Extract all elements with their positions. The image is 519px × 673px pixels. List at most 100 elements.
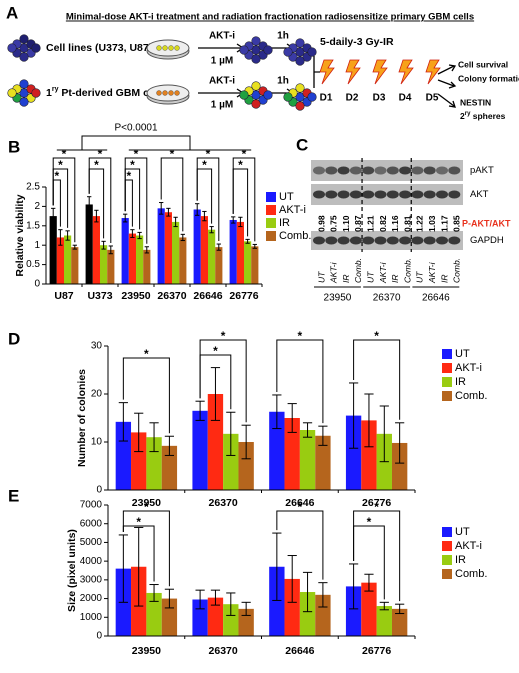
significance-bracket [124,179,133,227]
error-bar [137,231,142,240]
text-part: 1 [46,87,52,99]
blot-band [374,166,387,175]
error-bar [94,209,99,223]
legend-label: UT [455,526,470,538]
cell-icon [239,45,249,55]
error-bar [209,226,214,234]
bar [229,219,237,284]
superscript: ry [52,86,59,93]
blot-band [313,166,325,175]
bar [49,216,57,284]
group-label: 26646 [422,293,450,304]
legend-label: UT [279,191,294,203]
x-tick-label: 26646 [285,645,314,657]
lane-label: AKT-i [427,261,437,284]
blot-band [374,190,387,199]
significance-star: * [238,158,243,172]
bar [345,586,362,636]
y-tick-label: 20 [91,389,103,400]
outcome-label: NESTIN [460,97,491,107]
lane-label: Comb. [452,258,462,283]
legend-label: UT [455,348,470,360]
bar [146,437,162,490]
error-bar [379,601,389,611]
blot-band [448,236,461,245]
lane-label: IR [439,275,449,284]
outcome-label: Cell survival [458,59,508,69]
significance-bracket [232,168,249,237]
bar [121,218,129,284]
bar [269,411,285,490]
y-tick-label: 2 [34,201,40,212]
legend-swatch [266,231,276,241]
y-tick-label: 2.5 [26,182,40,193]
error-bar [164,435,175,456]
cell-icon [31,88,41,98]
y-tick-label: 1 [34,240,40,251]
legend-swatch [266,218,276,228]
bar [179,237,187,284]
dish [146,39,190,57]
lane-label: UT [365,271,375,283]
y-tick-label: 5000 [80,537,103,548]
blot-band [349,236,362,245]
bar [284,418,300,490]
ratio-value: 0.98 [316,215,326,232]
blot-band [448,190,461,199]
dish-cell [174,45,180,51]
blot-band [337,236,350,245]
bar [215,247,223,284]
y-tick-label: 1.5 [26,220,40,231]
significance-star: * [136,515,141,529]
bar [136,235,144,284]
panel-label: D [8,329,20,348]
significance-bracket [199,354,232,410]
bar [115,421,132,490]
bar [200,216,208,284]
bar [207,394,224,490]
cell-icon [31,43,41,53]
regimen-label: 5-daily-3 Gy-IR [320,36,394,48]
error-bar [58,229,63,246]
blot-band [386,166,399,175]
dish-cell [168,90,174,96]
bar [161,445,178,490]
blot-band [325,166,338,175]
dish-cell [162,45,168,51]
significance-star: * [242,147,247,161]
cell-icon [307,92,317,102]
y-axis-label: Number of colonies [76,369,88,467]
error-bar [202,210,207,222]
y-tick-label: 0 [96,485,102,496]
error-bar [272,532,282,601]
cell-icon [263,90,273,100]
cell-icon [251,99,261,109]
blot-band [325,190,338,199]
y-tick-label: 2000 [80,593,103,604]
error-bar [159,202,164,215]
error-bar [173,216,178,228]
ratio-value: 0.81 [402,215,412,232]
y-axis-label: Size (pixel units) [66,529,78,612]
bar [172,221,180,284]
blot-band [337,166,350,175]
significance-bracket [276,510,324,580]
y-tick-label: 7000 [80,500,103,511]
legend-swatch [442,363,452,373]
significance-bracket [122,525,155,582]
significance-star: * [134,147,139,161]
pvalue-label: P<0.0001 [114,123,158,134]
significance-star: * [130,158,135,172]
band-label: AKT [470,189,489,200]
error-bar [231,216,236,224]
bar [361,420,377,490]
significance-star: * [98,147,103,161]
bar [244,241,252,284]
ratio-value: 0.82 [378,215,388,232]
error-bar [195,589,205,610]
significance-star: * [144,347,149,361]
lane-label: UT [316,271,326,283]
x-tick-label: 23950 [132,645,161,657]
error-bar [210,589,221,606]
time-label: 1h [277,31,289,42]
